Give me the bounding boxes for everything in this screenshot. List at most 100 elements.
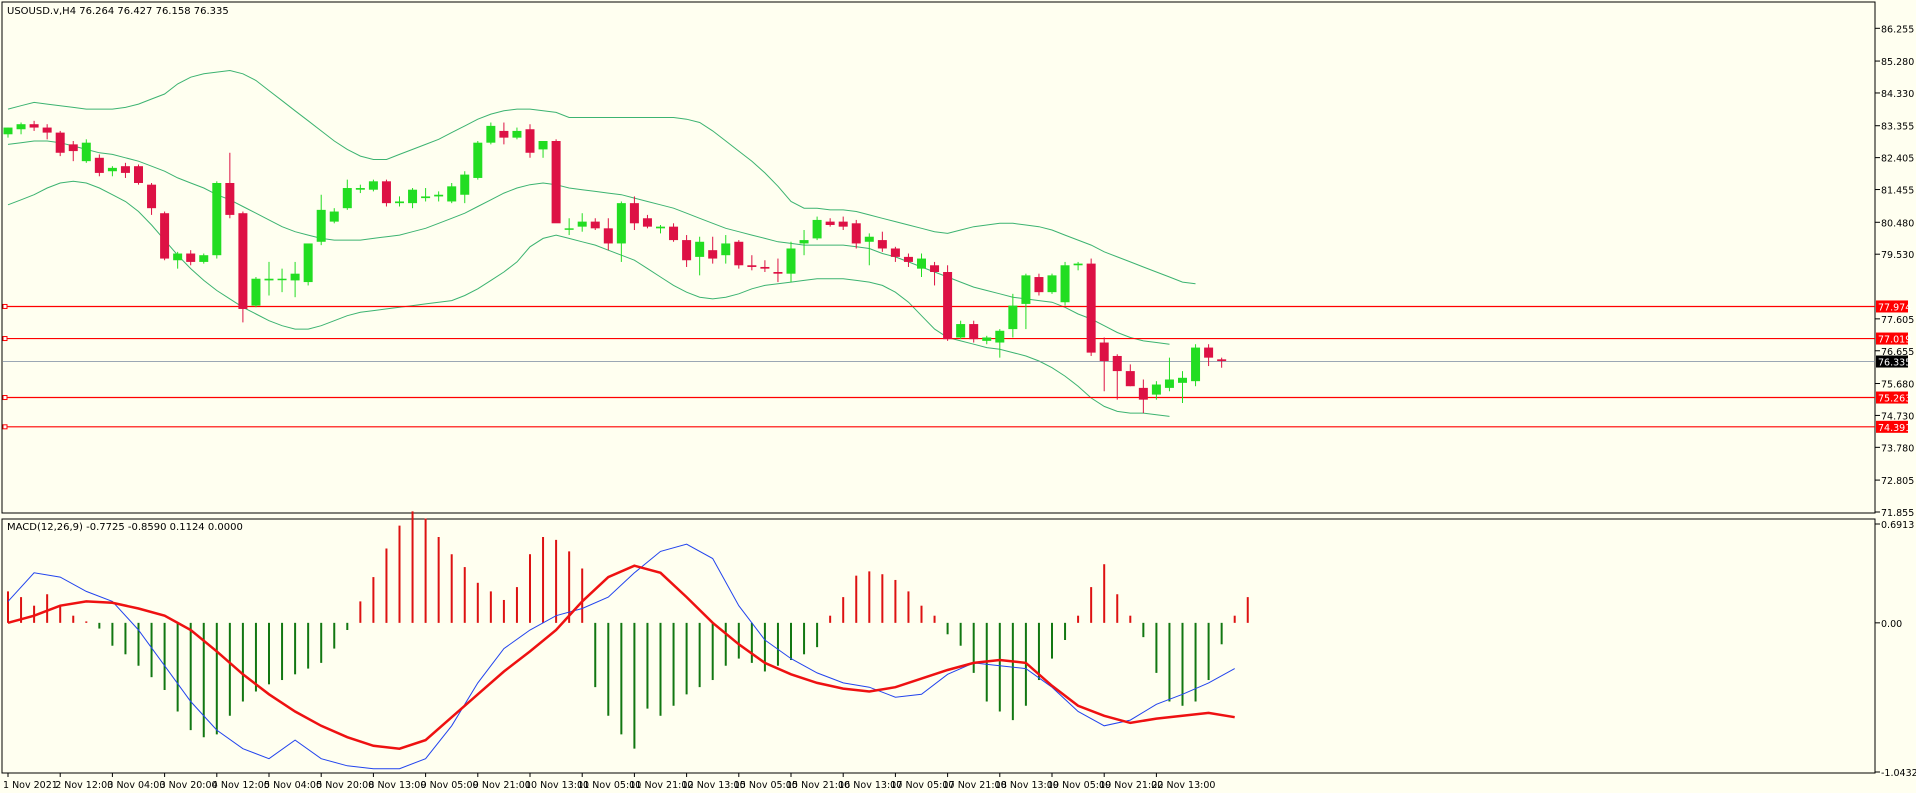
candle-body (160, 213, 170, 259)
time-tick-label: 22 Nov 13:00 (1151, 780, 1215, 791)
candle-body (669, 226, 679, 241)
horizontal-lines[interactable]: 77.974 77.019 76.335 75.263 74.391 (2, 300, 1911, 434)
candle-body (316, 209, 326, 242)
candle-body (786, 248, 796, 274)
candle-body (134, 166, 143, 183)
price-panel-header: USOUSD.v,H4 76.264 76.427 76.158 76.335 (7, 6, 229, 17)
candle-body (225, 182, 235, 215)
candle-body (590, 221, 600, 229)
candle-body (864, 236, 874, 242)
price-tag-2 (1876, 355, 1908, 368)
candle-body (564, 228, 574, 230)
candle-body (212, 182, 222, 256)
candle-body (68, 144, 78, 152)
price-tick-label: 79.530 (1881, 250, 1914, 261)
candle-body (917, 258, 926, 269)
price-tick-label: 77.605 (1881, 315, 1914, 326)
price-axis[interactable]: 86.255 85.280 84.330 83.355 82.405 81.455 80.4… (1875, 24, 1916, 779)
price-panel[interactable]: 77.974 77.019 76.335 75.263 74.391 USOUSD.v,… (1, 1, 1911, 514)
time-tick-label: 9 Nov 05:00 (421, 780, 479, 791)
hline-handle-1 (2, 336, 8, 342)
candle-body (838, 221, 848, 227)
price-tick-label: 82.405 (1881, 154, 1914, 165)
macd-line (7, 543, 1235, 770)
price-tag-label-3: 75.263 (1878, 394, 1911, 405)
time-tick-label: 3 Nov 04:00 (107, 780, 165, 791)
candle-body (186, 253, 196, 262)
price-panel-frame (1, 1, 1876, 514)
candle-body (3, 127, 13, 135)
time-tick-label: 15 Nov 21:00 (786, 780, 850, 791)
price-tag-0 (1876, 300, 1908, 313)
candle-body (395, 201, 404, 204)
candle-body (799, 240, 809, 244)
candle-body (381, 181, 391, 204)
price-tag-1 (1876, 332, 1908, 345)
candle-body (995, 330, 1005, 343)
candle-body (1021, 275, 1031, 304)
candle-body (355, 188, 365, 190)
price-tag-label-4: 74.391 (1878, 423, 1911, 434)
price-tag-label-1: 77.019 (1878, 335, 1911, 346)
candle-body (1047, 275, 1057, 293)
price-tag-label-0: 77.974 (1878, 302, 1911, 313)
price-tick-label: 80.480 (1881, 218, 1914, 229)
candle-body (812, 219, 822, 239)
candle-body (81, 142, 91, 162)
candlesticks (3, 120, 1227, 414)
candle-body (1191, 347, 1201, 382)
candle-body (695, 241, 705, 257)
candle-body (773, 272, 783, 274)
candle-body (460, 174, 470, 195)
candle-body (238, 213, 248, 309)
macd-panel-header: MACD(12,26,9) -0.7725 -0.8590 0.1124 0.0… (7, 522, 243, 533)
candle-body (277, 278, 287, 281)
candle-body (421, 196, 431, 199)
macd-lines (7, 543, 1235, 770)
candle-body (329, 211, 339, 222)
candle-body (290, 273, 300, 281)
candle-body (42, 127, 52, 133)
candle-body (107, 167, 117, 172)
time-tick-label: 2 Nov 12:00 (55, 780, 113, 791)
candle-body (1151, 384, 1161, 395)
candle-body (969, 324, 979, 340)
candle-body (525, 129, 535, 153)
candle-body (642, 218, 652, 227)
time-tick-label: 19 Nov 21:00 (1099, 780, 1163, 791)
candle-body (708, 250, 718, 259)
time-tick-label: 5 Nov 04:00 (264, 780, 322, 791)
candle-body (1178, 377, 1187, 383)
price-tick-label: 75.680 (1881, 380, 1914, 391)
candle-body (577, 221, 587, 227)
time-tick-label: 8 Nov 13:00 (368, 780, 426, 791)
time-tick-label: 4 Nov 12:00 (212, 780, 270, 791)
candle-body (1073, 263, 1083, 266)
candle-body (1112, 355, 1122, 372)
macd-panel[interactable]: MACD(12,26,9) -0.7725 -0.8590 0.1124 0.0… (1, 511, 1876, 774)
candle-body (1008, 305, 1018, 330)
candle-body (486, 125, 496, 143)
band-upper-line (7, 69, 1196, 285)
candle-body (1138, 387, 1148, 400)
candle-body (1034, 277, 1044, 293)
candle-body (173, 253, 183, 261)
price-tick-label: 86.255 (1881, 24, 1914, 35)
macd-panel-frame (1, 518, 1876, 774)
bollinger-bands (7, 69, 1196, 417)
candle-body (1164, 379, 1174, 388)
candle-body (903, 256, 913, 262)
candle-body (447, 186, 457, 202)
candle-body (656, 226, 665, 229)
hline-handle-4 (2, 424, 8, 430)
price-tick-label: 81.455 (1881, 186, 1914, 197)
price-tick-label: 85.280 (1881, 57, 1914, 68)
macd-histogram (7, 511, 1249, 749)
time-tick-label: 18 Nov 13:00 (995, 780, 1059, 791)
macd-tick-label: -1.0432 (1881, 768, 1916, 779)
price-tick-label: 83.355 (1881, 122, 1914, 133)
hline-handle-3 (2, 395, 8, 401)
